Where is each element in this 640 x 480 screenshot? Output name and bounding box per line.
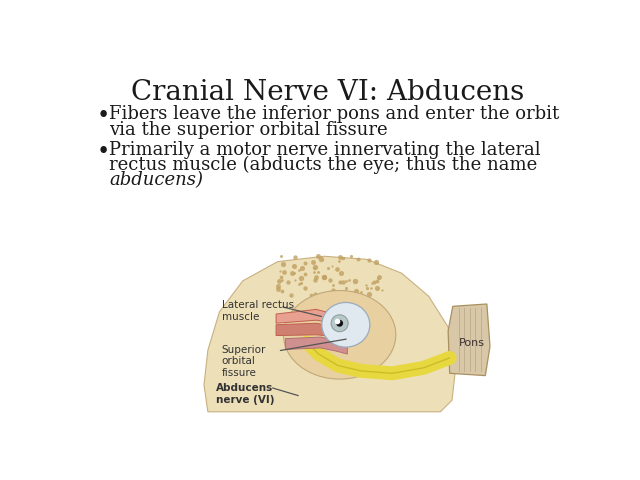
Text: Superior
orbital
fissure: Superior orbital fissure bbox=[222, 345, 266, 378]
Ellipse shape bbox=[331, 315, 348, 332]
Text: via the superior orbital fissure: via the superior orbital fissure bbox=[109, 121, 388, 139]
Ellipse shape bbox=[322, 302, 370, 347]
Text: abducens): abducens) bbox=[109, 171, 204, 190]
Ellipse shape bbox=[336, 320, 343, 327]
Text: Lateral rectus
muscle: Lateral rectus muscle bbox=[222, 300, 294, 322]
Polygon shape bbox=[276, 323, 346, 340]
Text: rectus muscle (abducts the eye; thus the name: rectus muscle (abducts the eye; thus the… bbox=[109, 156, 538, 174]
Text: •: • bbox=[97, 141, 110, 163]
Polygon shape bbox=[285, 337, 348, 354]
Polygon shape bbox=[276, 310, 346, 327]
Text: Primarily a motor nerve innervating the lateral: Primarily a motor nerve innervating the … bbox=[109, 141, 541, 159]
Text: •: • bbox=[97, 105, 110, 127]
Text: Cranial Nerve VI: Abducens: Cranial Nerve VI: Abducens bbox=[131, 79, 525, 106]
Polygon shape bbox=[448, 304, 490, 376]
Ellipse shape bbox=[284, 290, 396, 379]
Polygon shape bbox=[204, 256, 456, 412]
Text: Fibers leave the inferior pons and enter the orbit: Fibers leave the inferior pons and enter… bbox=[109, 105, 560, 123]
Text: Abducens
nerve (VI): Abducens nerve (VI) bbox=[216, 384, 274, 405]
Text: Pons: Pons bbox=[458, 337, 484, 348]
